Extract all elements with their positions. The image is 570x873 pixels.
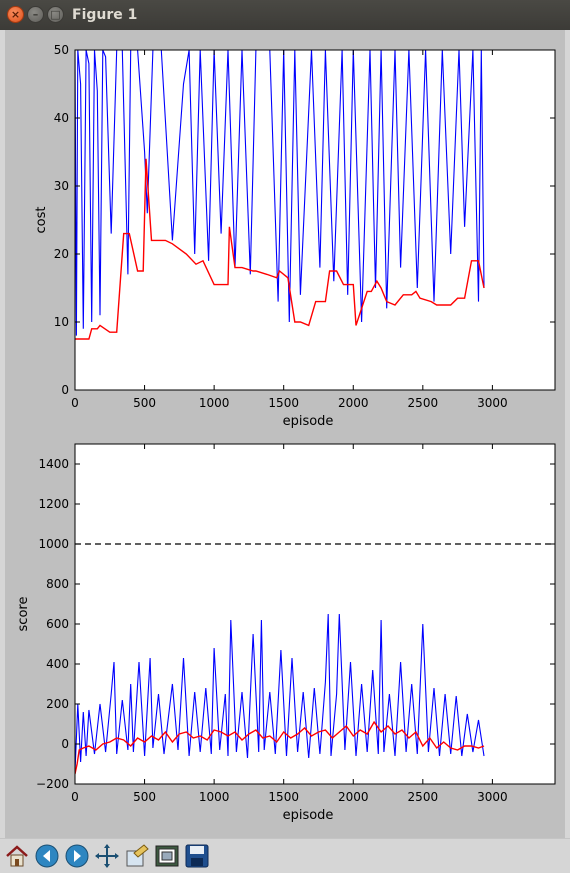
cost-xtick-label: 3000: [477, 396, 508, 410]
score-axes: 0 500 1000 1500 2000 2500 3000−200020040060080…: [16, 443, 556, 823]
window-maximize-button[interactable]: □: [47, 6, 64, 23]
pan-icon[interactable]: [94, 843, 120, 869]
score-ytick-label: 1000: [38, 537, 69, 551]
cost-series-smooth: [75, 158, 485, 340]
close-icon: ×: [10, 8, 21, 21]
back-icon[interactable]: [34, 843, 60, 869]
window-minimize-button[interactable]: –: [27, 6, 44, 23]
cost-xtick-label: 500: [133, 396, 156, 410]
cost-ylabel: cost: [34, 207, 49, 234]
maximize-icon: □: [50, 8, 61, 21]
window-title: Figure 1: [72, 7, 138, 23]
score-xtick-label: 1000: [199, 790, 230, 804]
zoom-icon[interactable]: [124, 843, 150, 869]
score-xtick-label: 500: [133, 790, 156, 804]
score-xtick-label: 1500: [268, 790, 299, 804]
score-ytick-label: 800: [46, 577, 69, 591]
score-plot-area: [75, 444, 555, 784]
score-series-raw: [75, 613, 485, 773]
score-xtick-label: 2000: [338, 790, 369, 804]
window-close-button[interactable]: ×: [7, 6, 24, 23]
cost-xtick-label: 2000: [338, 396, 369, 410]
score-ytick-label: 200: [46, 697, 69, 711]
score-ytick-label: 1400: [38, 457, 69, 471]
score-series-smooth: [75, 720, 485, 775]
score-xlabel: episode: [283, 808, 334, 823]
score-xtick-label: 3000: [477, 790, 508, 804]
cost-plot-area: [75, 50, 555, 390]
cost-ytick-label: 50: [54, 43, 69, 57]
window-titlebar: × – □ Figure 1: [0, 0, 570, 30]
figure-toolbar: [0, 838, 570, 873]
forward-icon[interactable]: [64, 843, 90, 869]
home-icon[interactable]: [4, 843, 30, 869]
minimize-icon: –: [32, 8, 39, 21]
score-ytick-label: 0: [61, 737, 69, 751]
cost-xtick-label: 0: [71, 396, 79, 410]
save-icon[interactable]: [184, 843, 210, 869]
cost-xtick-label: 1000: [199, 396, 230, 410]
score-xtick-label: 2500: [408, 790, 439, 804]
cost-xtick-label: 2500: [408, 396, 439, 410]
cost-ytick-label: 10: [54, 315, 69, 329]
cost-ytick-label: 30: [54, 179, 69, 193]
cost-ytick-label: 0: [61, 383, 69, 397]
cost-series-raw: [75, 50, 485, 336]
cost-xlabel: episode: [283, 414, 334, 429]
score-ytick-label: 400: [46, 657, 69, 671]
score-xtick-label: 0: [71, 790, 79, 804]
score-axes-frame: [74, 443, 556, 785]
cost-ytick-label: 40: [54, 111, 69, 125]
cost-xtick-label: 1500: [268, 396, 299, 410]
score-ytick-label: −200: [36, 777, 69, 791]
score-ytick-label: 600: [46, 617, 69, 631]
cost-axes-frame: [74, 49, 556, 391]
cost-ytick-label: 20: [54, 247, 69, 261]
score-ytick-label: 1200: [38, 497, 69, 511]
cost-axes: 0 500 1000 1500 2000 2500 3000 0 10 20 30 40 50 epis…: [34, 43, 556, 429]
score-ylabel: score: [16, 597, 31, 632]
configure-subplots-icon[interactable]: [154, 843, 180, 869]
